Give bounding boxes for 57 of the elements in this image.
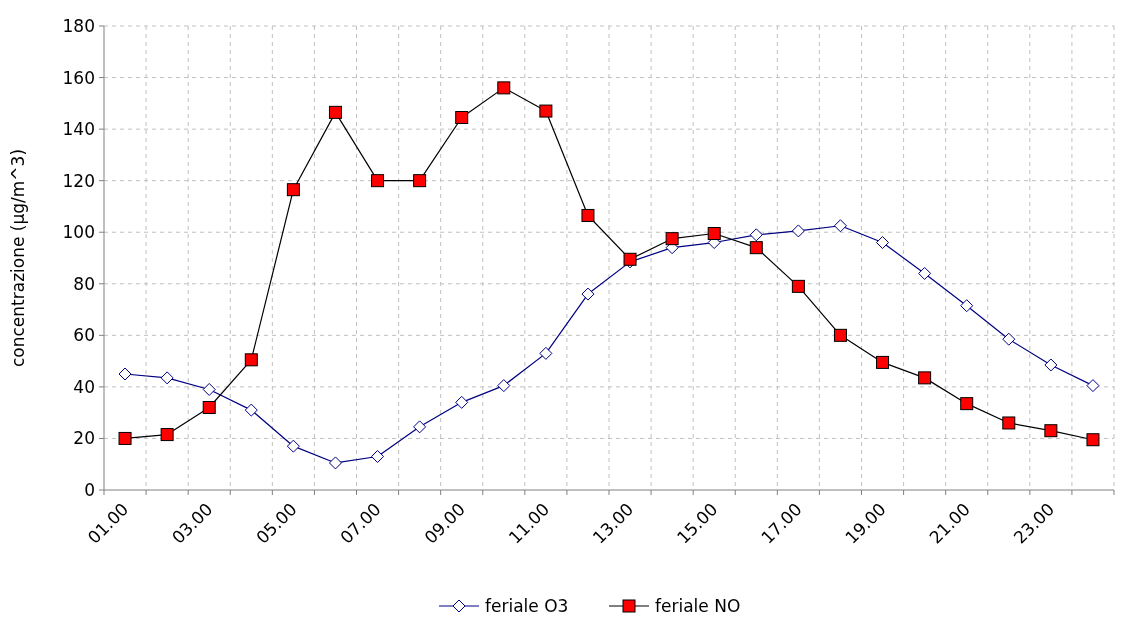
point — [1002, 332, 1016, 346]
point — [1086, 433, 1100, 447]
point — [791, 224, 805, 238]
point — [707, 227, 721, 241]
point — [160, 428, 174, 442]
point — [960, 299, 974, 313]
point — [244, 403, 258, 417]
y-tick-label: 40 — [73, 376, 95, 397]
point — [876, 236, 890, 250]
point — [118, 431, 132, 445]
y-tick-label: 160 — [62, 67, 95, 88]
point — [918, 371, 932, 385]
point — [202, 401, 216, 415]
y-tick-label: 60 — [73, 325, 95, 346]
y-axis-title: concentrazione (µg/m^3) — [8, 148, 28, 368]
point — [202, 382, 216, 396]
point — [497, 81, 511, 95]
point — [581, 208, 595, 222]
point — [413, 420, 427, 434]
legend-label: feriale O3 — [485, 595, 569, 616]
point — [581, 287, 595, 301]
y-tick-label: 80 — [73, 273, 95, 294]
point — [286, 439, 300, 453]
y-tick-label: 0 — [84, 479, 95, 500]
point — [539, 104, 553, 118]
legend-label: feriale NO — [655, 595, 741, 616]
point — [160, 371, 174, 385]
point — [749, 228, 763, 242]
point — [286, 183, 300, 197]
y-tick-label: 100 — [62, 222, 95, 243]
point — [413, 174, 427, 188]
y-tick-label: 120 — [62, 170, 95, 191]
point — [960, 397, 974, 411]
point — [833, 328, 847, 342]
point — [539, 346, 553, 360]
point — [1044, 358, 1058, 372]
point — [876, 355, 890, 369]
point — [1086, 379, 1100, 393]
y-tick-label: 20 — [73, 428, 95, 449]
point — [328, 105, 342, 119]
point — [328, 456, 342, 470]
point — [455, 111, 469, 125]
point — [833, 219, 847, 233]
point — [244, 353, 258, 367]
point — [791, 279, 805, 293]
point — [455, 395, 469, 409]
point — [918, 266, 932, 280]
point — [665, 232, 679, 246]
point — [749, 241, 763, 255]
point — [371, 449, 385, 463]
point — [497, 379, 511, 393]
point — [1044, 424, 1058, 438]
point — [371, 174, 385, 188]
point — [118, 367, 132, 381]
y-tick-label: 140 — [62, 119, 95, 140]
point — [1002, 416, 1016, 430]
y-tick-label: 180 — [62, 15, 95, 36]
